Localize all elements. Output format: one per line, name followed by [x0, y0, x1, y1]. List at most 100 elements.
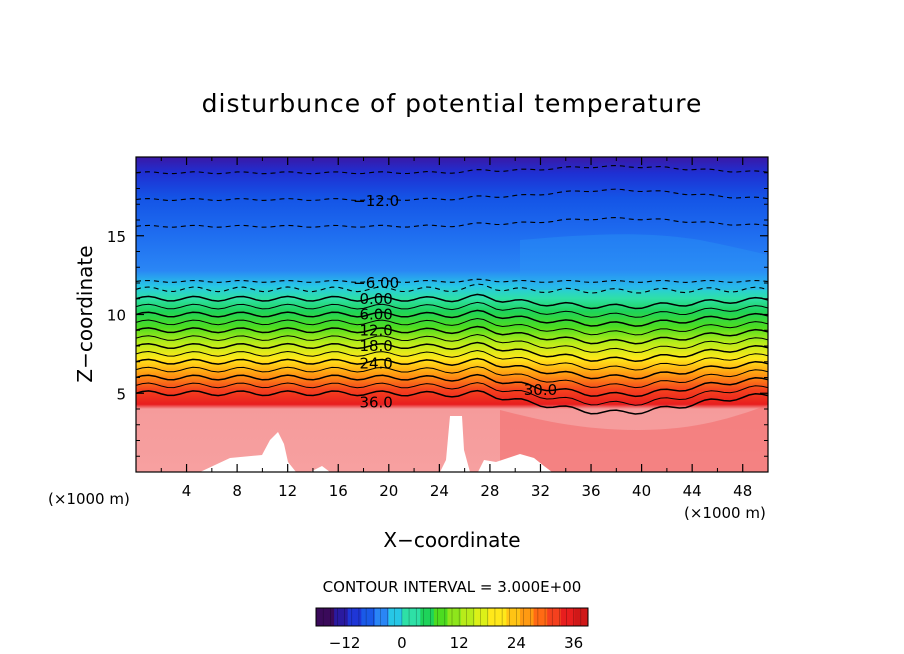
- x-tick-label: 40: [632, 482, 651, 500]
- colorbar-segment: [529, 608, 534, 626]
- x-tick-label: 24: [430, 482, 449, 500]
- contour-label: 24.0: [359, 354, 392, 372]
- colorbar-segment: [429, 608, 435, 626]
- colorbar-segment: [352, 608, 358, 626]
- y-tick-label: 10: [107, 307, 126, 325]
- y-axis: 5 10 15: [107, 172, 768, 457]
- x-tick-label: 48: [733, 482, 752, 500]
- contour-label: 18.0: [359, 337, 392, 355]
- colorbar-segment: [556, 608, 562, 626]
- missing-data-patches: [200, 416, 552, 472]
- contour-line: [136, 309, 768, 327]
- colorbar-tick-label: −12: [329, 634, 361, 652]
- colorbar-segment: [479, 608, 485, 626]
- contour-line: [136, 216, 768, 228]
- colorbar-segment: [515, 608, 521, 626]
- contour-label: −6.00: [353, 274, 399, 292]
- colorbar-segment: [334, 608, 340, 626]
- contour-line: [136, 325, 768, 345]
- colorbar-segment: [506, 608, 512, 626]
- x-tick-label: 28: [480, 482, 499, 500]
- colorbar-segment: [365, 608, 371, 626]
- colorbar-segment: [456, 608, 462, 626]
- colorbar-segment: [551, 608, 557, 626]
- colorbar-segment: [420, 608, 426, 626]
- y-tick-label: 15: [107, 228, 126, 246]
- contour-label: 0.00: [359, 290, 392, 308]
- contour-line: [136, 293, 768, 310]
- colorbar-segment: [497, 608, 503, 626]
- colorbar-segment: [370, 608, 376, 626]
- contour-line: [136, 333, 768, 354]
- contour-line: [136, 164, 768, 175]
- y-tick-label: 5: [116, 385, 126, 403]
- colorbar-tick-label: 0: [397, 634, 407, 652]
- contour-interval-label: CONTOUR INTERVAL = 3.000E+00: [323, 578, 582, 596]
- x-tick-label: 12: [278, 482, 297, 500]
- contour-line: [136, 341, 768, 363]
- warm-core-region: [500, 405, 768, 472]
- colorbar-segment: [520, 608, 525, 626]
- colorbar-segment: [510, 608, 516, 626]
- colorbar-segment: [547, 608, 553, 626]
- contour-line: [136, 357, 768, 380]
- x-unit-right: (×1000 m): [684, 504, 766, 522]
- colorbar-segment: [347, 608, 353, 626]
- x-tick-label: 20: [379, 482, 398, 500]
- colorbar-tick-label: 36: [564, 634, 583, 652]
- colorbar-segment: [411, 608, 417, 626]
- colorbar-segment: [393, 608, 398, 626]
- colorbar-segment: [524, 608, 530, 626]
- colorbar-segment: [569, 608, 575, 626]
- colorbar-segment: [560, 608, 566, 626]
- colorbar-segment: [474, 608, 480, 626]
- colorbar-segment: [374, 608, 380, 626]
- colorbar-segment: [452, 608, 457, 626]
- x-tick-label: 16: [329, 482, 348, 500]
- contour-label: 6.00: [359, 306, 392, 324]
- contour-line: [136, 382, 768, 406]
- colorbar-segment: [356, 608, 362, 626]
- colorbar-segment: [578, 608, 584, 626]
- colorbar-segment: [533, 608, 539, 626]
- colorbar-segment: [583, 608, 589, 626]
- colorbar-segment: [329, 608, 335, 626]
- colorbar-segment: [565, 608, 571, 626]
- contour-label: 36.0: [359, 394, 392, 412]
- contour-line: [136, 366, 768, 389]
- contour-line: [136, 188, 768, 202]
- contour-line: [136, 349, 768, 371]
- x-tick-label: 4: [182, 482, 192, 500]
- x-tick-label: 32: [531, 482, 550, 500]
- x-unit-left: (×1000 m): [48, 490, 130, 508]
- colorbar-segment: [442, 608, 448, 626]
- contour-label: −12.0: [353, 192, 399, 210]
- colorbar-segment: [465, 608, 471, 626]
- contour-line: [136, 317, 768, 336]
- x-tick-label: 8: [232, 482, 242, 500]
- contour-line: [136, 301, 768, 318]
- colorbar-segment: [402, 608, 408, 626]
- contour-line: [136, 283, 768, 294]
- colorbar: −12 0 12 24 36: [315, 607, 589, 652]
- colorbar-segment: [343, 608, 349, 626]
- x-tick-label: 44: [683, 482, 702, 500]
- contour-line: [136, 389, 768, 415]
- colorbar-segment: [338, 608, 344, 626]
- colorbar-segment: [424, 608, 430, 626]
- colorbar-segment: [361, 608, 367, 626]
- chart-title: disturbunce of potential temperature: [202, 89, 703, 118]
- x-axis-label: X−coordinate: [383, 528, 520, 552]
- colorbar-segment: [406, 608, 412, 626]
- colorbar-segment: [574, 608, 580, 626]
- colorbar-segment: [433, 608, 439, 626]
- colorbar-frame: [315, 607, 589, 627]
- colorbar-segment: [320, 608, 326, 626]
- colorbar-tick-label: 12: [450, 634, 469, 652]
- colorbar-segment: [483, 608, 489, 626]
- contour-label: 30.0: [524, 381, 557, 399]
- colorbar-segment: [379, 608, 385, 626]
- x-tick-label: 36: [581, 482, 600, 500]
